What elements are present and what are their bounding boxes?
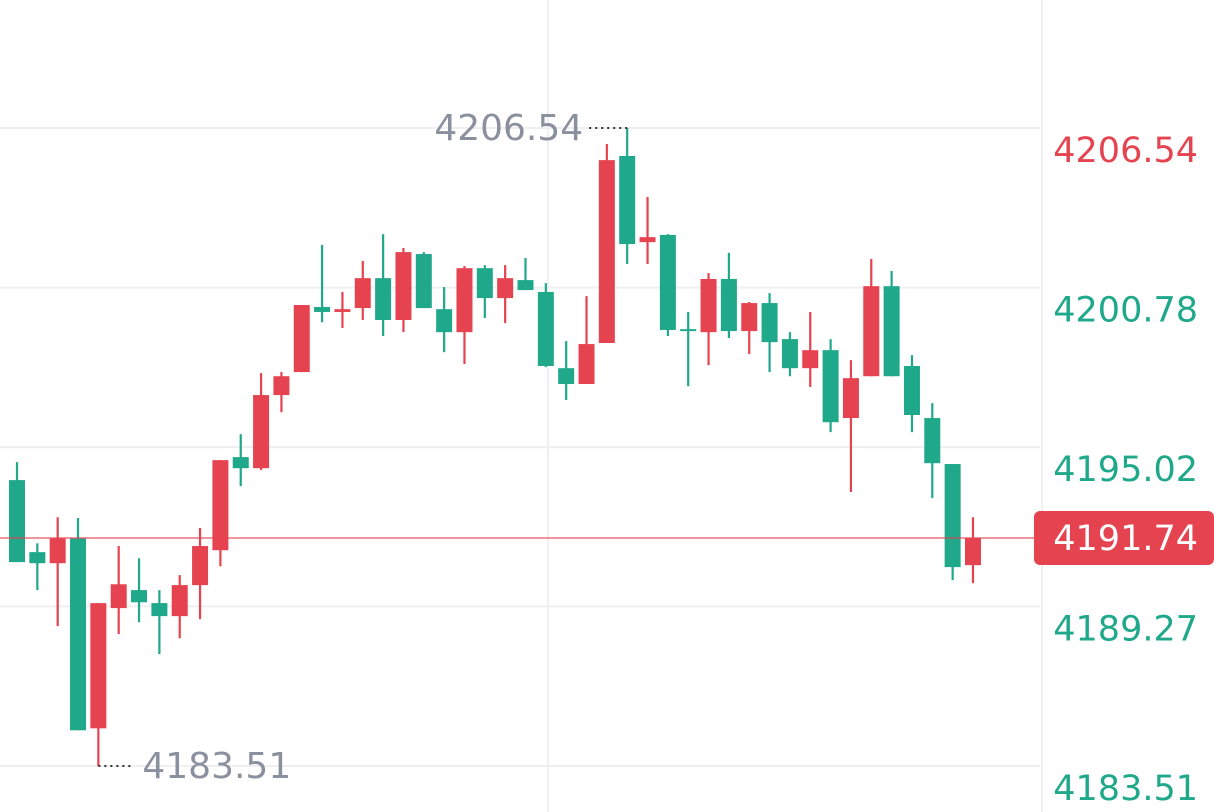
candle-body [436, 309, 453, 333]
y-tick-label: 4200.78 [1053, 291, 1198, 331]
candle-body [781, 339, 798, 369]
candle-body [700, 278, 717, 333]
candle-body [314, 306, 331, 312]
candle-body [212, 460, 229, 551]
candle-body [49, 538, 66, 564]
candle-body [619, 155, 636, 245]
candle-body [883, 286, 900, 377]
candle-body [842, 378, 859, 419]
candle-body [90, 603, 107, 729]
candle-body [29, 552, 46, 564]
candle-body [863, 286, 880, 377]
last-price-badge [1034, 511, 1214, 566]
candle-body [415, 254, 432, 309]
candle-body [517, 280, 534, 291]
candle-body [537, 291, 554, 366]
candle-body [334, 309, 351, 312]
candle-body [273, 376, 290, 396]
last-price-label: 4191.74 [1053, 519, 1198, 559]
candle-body [171, 585, 188, 617]
candle-body [151, 603, 168, 617]
candle-body [822, 350, 839, 423]
candle-body [720, 278, 737, 332]
candle-body [558, 368, 575, 384]
candle-body [293, 305, 310, 373]
y-tick-label: 4195.02 [1053, 450, 1198, 490]
candle-body [456, 268, 473, 333]
candle-body [659, 234, 676, 330]
candle-body [192, 546, 209, 586]
candle-body [110, 584, 127, 609]
max-annotation: 4206.54 [434, 108, 583, 149]
candle-body [761, 303, 778, 343]
candle-body [639, 237, 656, 243]
candle-body [903, 365, 920, 416]
candle-body [802, 350, 819, 369]
candle-body [253, 395, 270, 469]
candle-body [964, 538, 981, 566]
candle-body [375, 278, 392, 320]
y-tick-label: 4189.27 [1053, 609, 1198, 649]
candle-body [131, 590, 148, 603]
min-annotation: 4183.51 [142, 746, 291, 787]
y-tick-label: 4183.51 [1053, 769, 1198, 809]
candle-body [497, 278, 514, 299]
y-tick-label: 4206.54 [1053, 131, 1198, 171]
candle-body [70, 538, 87, 731]
candle-body [924, 418, 941, 464]
candle-body [944, 464, 961, 568]
candle-body [741, 303, 758, 332]
candle-body [598, 160, 615, 343]
candle-body [354, 278, 371, 309]
candle-body [578, 344, 595, 384]
candle-body [395, 252, 412, 320]
candle-body [476, 268, 493, 299]
candle-body [680, 329, 697, 332]
candle-body [232, 457, 249, 469]
candle-body [9, 480, 25, 563]
